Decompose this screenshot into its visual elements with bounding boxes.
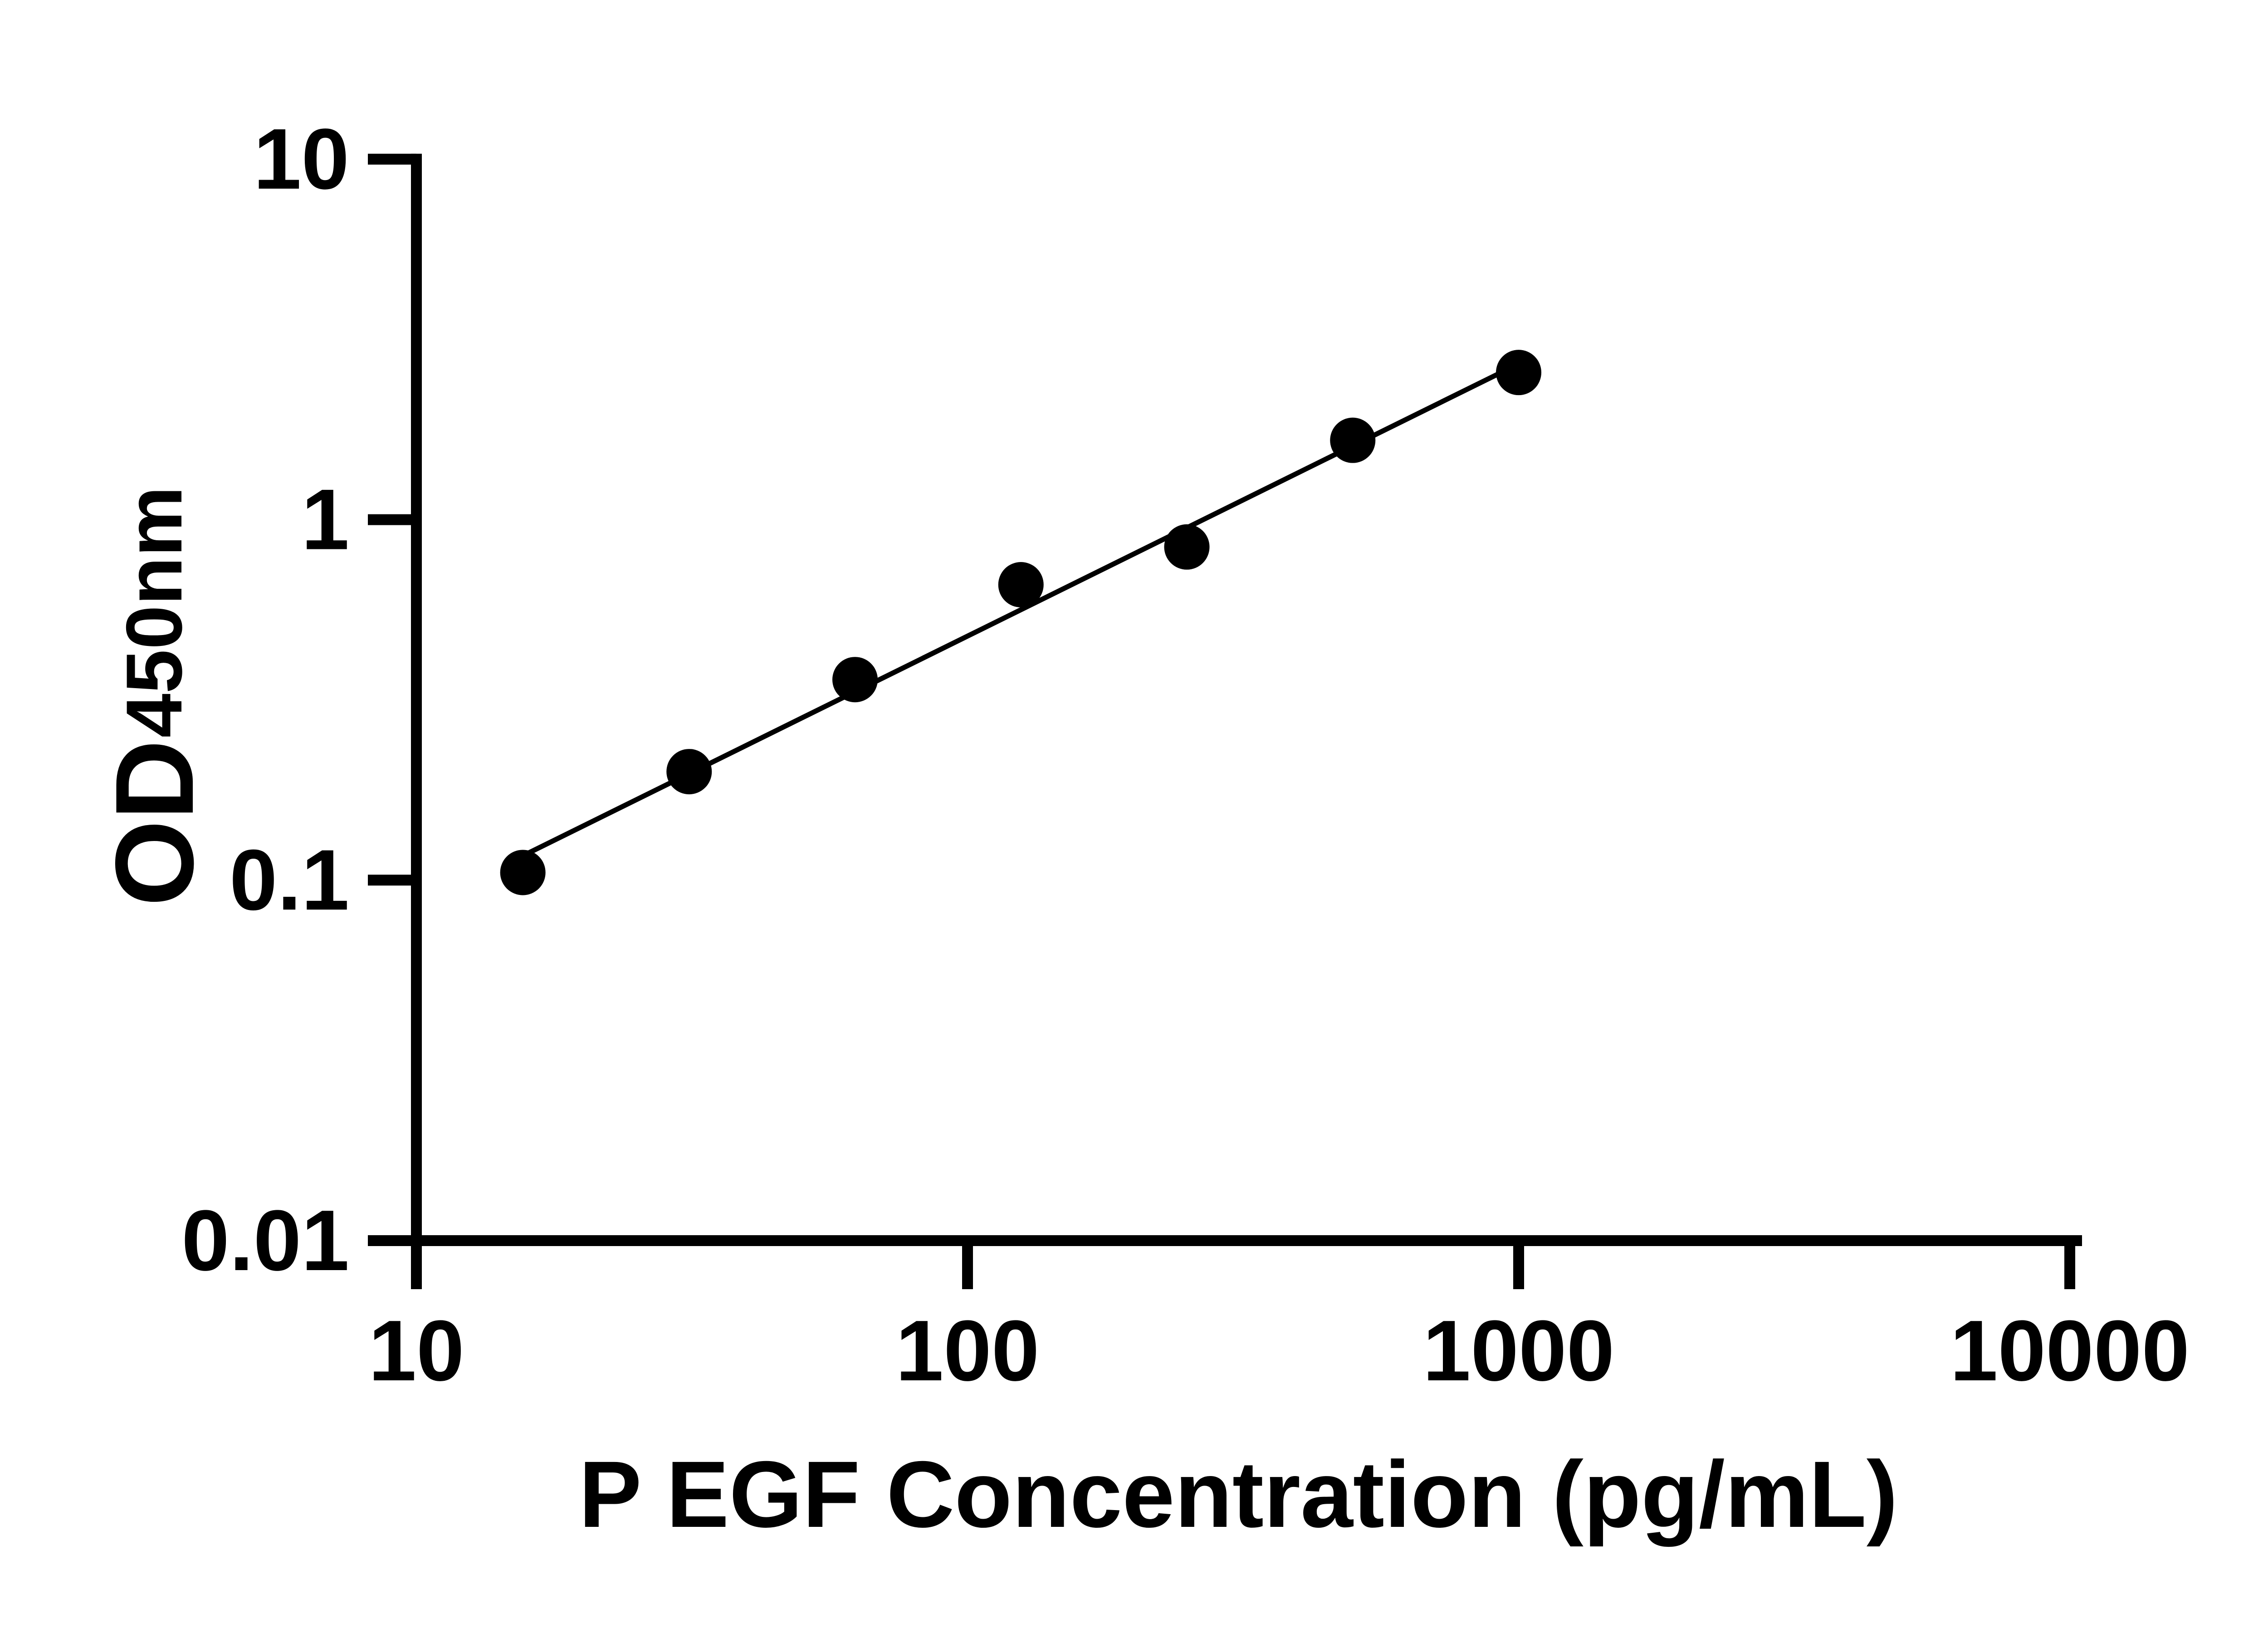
x-axis-title: P EGF Concentration (pg/mL)	[579, 1442, 1898, 1547]
data-point	[832, 657, 878, 703]
y-tick-label: 0.1	[230, 832, 349, 928]
y-axis-title: OD 450nm	[92, 486, 216, 906]
tick-labels: 0.01 0.1 1 10 10 100 1000 10000	[181, 111, 2190, 1399]
data-point	[666, 749, 712, 795]
data-series	[500, 350, 1541, 895]
x-tick-label: 10	[368, 1303, 464, 1399]
y-axis-title-sub: 450nm	[110, 486, 199, 738]
data-point	[1496, 350, 1541, 396]
data-point	[1164, 524, 1210, 570]
x-tick-label: 1000	[1423, 1303, 1615, 1399]
x-tick-label: 10000	[1950, 1303, 2190, 1399]
y-tick-label: 10	[254, 111, 349, 207]
data-point	[1330, 417, 1376, 463]
data-point	[500, 850, 546, 895]
y-axis-title-main: OD	[92, 740, 216, 907]
y-tick-label: 0.01	[181, 1193, 349, 1289]
x-tick-label: 100	[895, 1303, 1039, 1399]
data-point	[998, 562, 1044, 608]
y-tick-label: 1	[301, 472, 349, 568]
axes	[368, 153, 2082, 1289]
